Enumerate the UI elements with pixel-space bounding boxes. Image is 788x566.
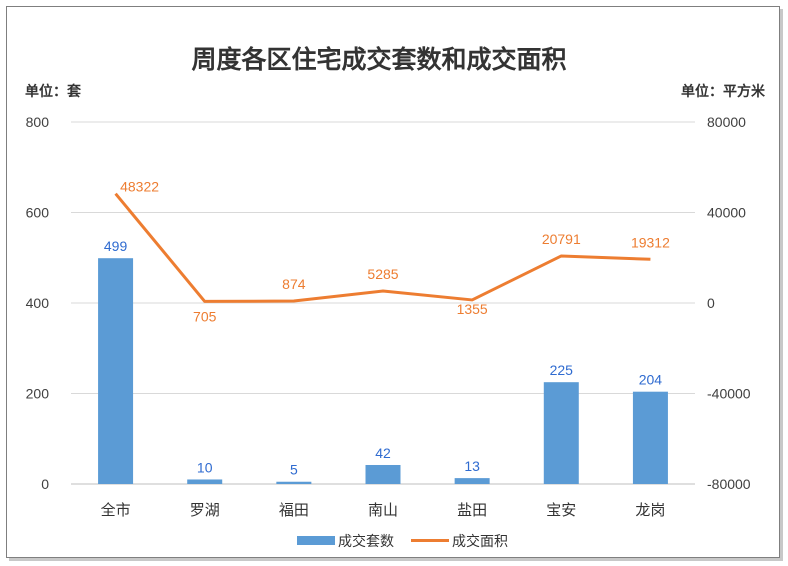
- bar: [276, 481, 312, 484]
- bar: [632, 391, 668, 484]
- chart-frame: 周度各区住宅成交套数和成交面积 单位：套 单位：平方米 0 200 400 600 80…: [6, 6, 780, 558]
- right-tick-label: 0: [707, 295, 715, 311]
- bar-value-label: 225: [550, 362, 574, 378]
- right-tick-label: -80000: [707, 476, 751, 492]
- bar-series: 499 10 5 42 13 225 204: [98, 238, 668, 484]
- bar: [454, 478, 490, 484]
- left-tick-label: 400: [26, 295, 50, 311]
- category-label: 盐田: [457, 501, 487, 519]
- line-value-label: 705: [193, 308, 217, 324]
- category-label: 福田: [279, 501, 309, 519]
- bar-value-label: 5: [290, 462, 298, 478]
- left-axis-ticks: 0 200 400 600 800: [26, 114, 50, 492]
- category-labels: 全市 罗湖 福田 南山 盐田 宝安 龙岗: [101, 501, 666, 519]
- category-label: 全市: [101, 501, 131, 519]
- legend-bar-swatch: [297, 536, 335, 545]
- combo-chart: 周度各区住宅成交套数和成交面积 单位：套 单位：平方米 0 200 400 600 80…: [25, 45, 766, 550]
- right-axis-unit: 单位：平方米: [681, 83, 766, 100]
- legend-line-label: 成交面积: [452, 533, 508, 550]
- right-tick-label: 40000: [707, 205, 746, 221]
- right-axis-ticks: -80000 -40000 0 40000 80000: [707, 114, 751, 492]
- bar: [365, 464, 401, 484]
- left-tick-label: 600: [26, 205, 50, 221]
- line-value-label: 1355: [457, 301, 488, 317]
- left-tick-label: 0: [41, 476, 49, 492]
- left-tick-label: 200: [26, 386, 50, 402]
- right-tick-label: -40000: [707, 386, 751, 402]
- category-label: 罗湖: [190, 501, 220, 519]
- left-axis-unit: 单位：套: [25, 83, 81, 100]
- line-value-label: 19312: [631, 234, 670, 250]
- legend: 成交套数 成交面积: [297, 533, 508, 550]
- line-path: [114, 192, 651, 303]
- bar-value-label: 13: [464, 458, 480, 474]
- bar: [98, 258, 134, 484]
- legend-bar-label: 成交套数: [338, 533, 394, 550]
- line-series: 48322 705 874 5285 1355 20791 19312: [114, 179, 670, 324]
- line-value-label: 20791: [542, 231, 581, 247]
- bar: [187, 479, 223, 484]
- gridlines: [71, 121, 695, 485]
- chart-title: 周度各区住宅成交套数和成交面积: [191, 45, 566, 74]
- right-tick-label: 80000: [707, 114, 746, 130]
- category-label: 南山: [368, 501, 398, 519]
- category-label: 龙岗: [635, 501, 665, 519]
- line-value-label: 874: [282, 276, 306, 292]
- bar-value-label: 10: [197, 459, 213, 475]
- bar-value-label: 499: [104, 238, 128, 254]
- line-value-label: 5285: [367, 266, 398, 282]
- category-label: 宝安: [546, 501, 576, 519]
- bar-value-label: 204: [639, 372, 663, 388]
- line-value-label: 48322: [120, 179, 159, 195]
- bar-value-label: 42: [375, 445, 391, 461]
- bar: [543, 382, 579, 484]
- left-tick-label: 800: [26, 114, 50, 130]
